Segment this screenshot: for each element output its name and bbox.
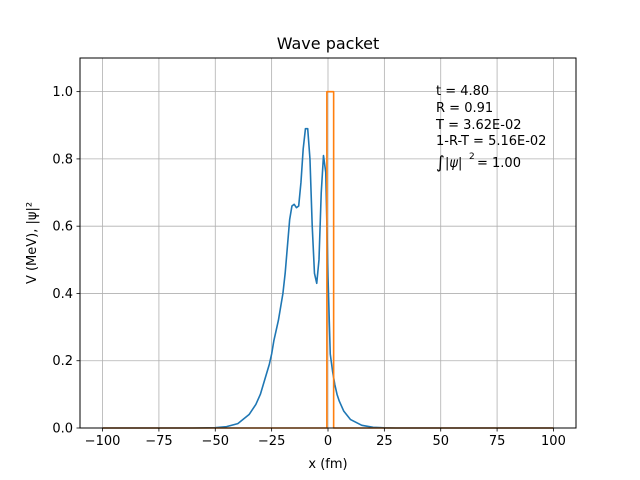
y-tick-label: 0.8 <box>52 152 73 167</box>
norm-value: = 1.00 <box>477 156 521 171</box>
y-tick-label: 1.0 <box>52 85 73 100</box>
annotation-box: t = 4.80 R = 0.91 T = 3.62E-02 1-R-T = 5… <box>435 84 546 173</box>
x-tick-label: −25 <box>258 434 285 449</box>
annotation-reflection: R = 0.91 <box>436 101 493 116</box>
annotation-norm: ∫ |ψ| 2 = 1.00 <box>436 152 521 173</box>
probability-density-line <box>102 127 554 429</box>
x-tick-label: 0 <box>324 434 332 449</box>
x-tick-label: 100 <box>541 434 566 449</box>
ticks: −100 −75 −50 −25 0 25 50 75 100 0.0 0.2 0.4 0.6 0.8 1.… <box>52 85 566 449</box>
x-tick-label: −100 <box>85 434 121 449</box>
x-tick-label: 75 <box>489 434 506 449</box>
x-tick-label: −75 <box>145 434 172 449</box>
x-tick-label: −50 <box>202 434 229 449</box>
integral-symbol: ∫ <box>436 153 445 173</box>
x-tick-label: 50 <box>432 434 449 449</box>
chart-title: Wave packet <box>277 34 380 53</box>
x-tick-label: 25 <box>376 434 393 449</box>
y-axis-label: V (MeV), |ψ|² <box>25 202 40 284</box>
y-tick-label: 0.4 <box>52 287 73 302</box>
y-tick-label: 0.2 <box>52 354 73 369</box>
annotation-time: t = 4.80 <box>436 84 489 99</box>
annotation-transmission: T = 3.62E-02 <box>435 118 522 133</box>
y-tick-label: 0.0 <box>52 422 73 437</box>
annotation-loss: 1-R-T = 5.16E-02 <box>436 134 546 149</box>
norm-symbol: |ψ| <box>445 156 462 171</box>
y-tick-label: 0.6 <box>52 220 73 235</box>
x-axis-label: x (fm) <box>308 457 347 472</box>
norm-exponent: 2 <box>469 152 475 162</box>
